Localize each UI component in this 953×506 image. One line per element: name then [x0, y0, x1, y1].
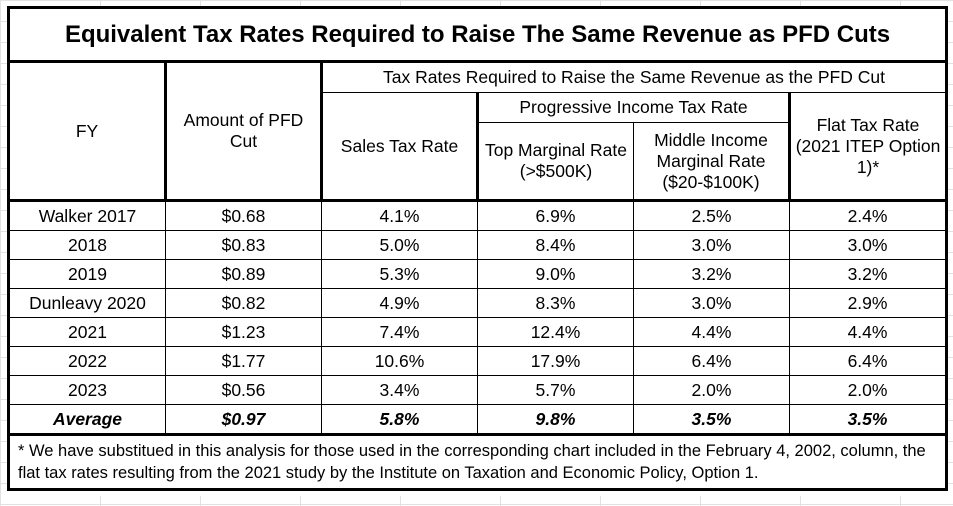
header-top-marginal-rate: Top Marginal Rate (>$500K) [477, 122, 634, 202]
cell-fy: Dunleavy 2020 [7, 288, 166, 318]
footnote: * We have substitued in this analysis fo… [6, 433, 949, 491]
cell-flat: 2.0% [788, 375, 949, 405]
cell-sales: 10.6% [321, 346, 478, 376]
cell-flat: 2.4% [788, 200, 949, 231]
cell-amount: $1.77 [165, 346, 322, 376]
cell-middle-income: 2.0% [633, 375, 790, 405]
header-fy: FY [7, 61, 167, 202]
cell-amount: $0.56 [165, 375, 322, 405]
header-amount-of-pfd-cut: Amount of PFD Cut [165, 61, 323, 202]
cell-fy: 2023 [7, 375, 166, 405]
average-row: Average $0.97 5.8% 9.8% 3.5% 3.5% [7, 404, 949, 435]
cell-average-flat: 3.5% [788, 404, 949, 435]
cell-average-amount: $0.97 [165, 404, 322, 435]
table-row: 2023 $0.56 3.4% 5.7% 2.0% 2.0% [7, 375, 949, 405]
cell-top-marginal: 8.3% [477, 288, 634, 318]
table-row: 2021 $1.23 7.4% 12.4% 4.4% 4.4% [7, 317, 949, 347]
cell-top-marginal: 12.4% [477, 317, 634, 347]
header-progressive-income-tax: Progressive Income Tax Rate [477, 92, 791, 123]
cell-flat: 4.4% [788, 317, 949, 347]
table-row: Dunleavy 2020 $0.82 4.9% 8.3% 3.0% 2.9% [7, 288, 949, 318]
cell-middle-income: 3.0% [633, 288, 790, 318]
table-title: Equivalent Tax Rates Required to Raise T… [6, 6, 949, 63]
tax-rate-table: Equivalent Tax Rates Required to Raise T… [6, 6, 949, 491]
table-row: Walker 2017 $0.68 4.1% 6.9% 2.5% 2.4% [7, 200, 949, 231]
cell-middle-income: 4.4% [633, 317, 790, 347]
cell-top-marginal: 17.9% [477, 346, 634, 376]
cell-amount: $0.83 [165, 230, 322, 260]
table-row: 2019 $0.89 5.3% 9.0% 3.2% 3.2% [7, 259, 949, 289]
cell-fy: 2022 [7, 346, 166, 376]
cell-sales: 4.1% [321, 200, 478, 231]
cell-amount: $0.68 [165, 200, 322, 231]
cell-average-top-marginal: 9.8% [477, 404, 634, 435]
header-middle-income-rate: Middle Income Marginal Rate ($20-$100K) [633, 122, 791, 202]
cell-amount: $1.23 [165, 317, 322, 347]
cell-middle-income: 3.0% [633, 230, 790, 260]
cell-amount: $0.82 [165, 288, 322, 318]
cell-flat: 6.4% [788, 346, 949, 376]
cell-fy: 2021 [7, 317, 166, 347]
cell-fy: 2019 [7, 259, 166, 289]
cell-top-marginal: 6.9% [477, 200, 634, 231]
cell-average-middle-income: 3.5% [633, 404, 790, 435]
cell-fy: 2018 [7, 230, 166, 260]
cell-top-marginal: 5.7% [477, 375, 634, 405]
cell-middle-income: 6.4% [633, 346, 790, 376]
tax-rate-table-container: Equivalent Tax Rates Required to Raise T… [6, 6, 949, 496]
cell-flat: 3.2% [788, 259, 949, 289]
cell-average-label: Average [7, 404, 166, 435]
cell-amount: $0.89 [165, 259, 322, 289]
cell-flat: 3.0% [788, 230, 949, 260]
header-sales-tax-rate: Sales Tax Rate [321, 92, 479, 202]
header-tax-rates-group: Tax Rates Required to Raise the Same Rev… [320, 61, 949, 93]
table-row: 2022 $1.77 10.6% 17.9% 6.4% 6.4% [7, 346, 949, 376]
cell-average-sales: 5.8% [321, 404, 478, 435]
cell-sales: 4.9% [321, 288, 478, 318]
table-row: 2018 $0.83 5.0% 8.4% 3.0% 3.0% [7, 230, 949, 260]
cell-sales: 5.3% [321, 259, 478, 289]
cell-middle-income: 3.2% [633, 259, 790, 289]
header-flat-tax-rate: Flat Tax Rate (2021 ITEP Option 1)* [788, 92, 949, 202]
cell-top-marginal: 8.4% [477, 230, 634, 260]
cell-sales: 5.0% [321, 230, 478, 260]
cell-sales: 7.4% [321, 317, 478, 347]
cell-flat: 2.9% [788, 288, 949, 318]
cell-top-marginal: 9.0% [477, 259, 634, 289]
cell-fy: Walker 2017 [7, 200, 166, 231]
cell-middle-income: 2.5% [633, 200, 790, 231]
cell-sales: 3.4% [321, 375, 478, 405]
